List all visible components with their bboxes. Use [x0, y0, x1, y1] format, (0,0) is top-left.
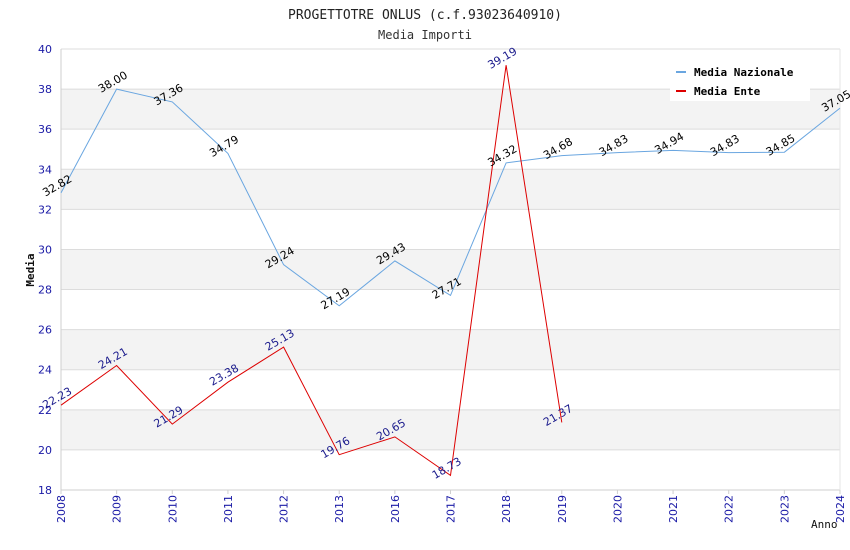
legend: Media Nazionale Media Ente	[670, 61, 810, 101]
grid-bands	[61, 89, 840, 450]
y-tick-label: 18	[38, 484, 52, 497]
x-tick-labels: 2008 2009 2010 2011 2012 2013 2016 2017 2018 2019…	[55, 490, 847, 523]
y-tick-label: 24	[38, 364, 52, 377]
legend-label: Media Nazionale	[694, 66, 794, 79]
x-tick-label: 2008	[55, 495, 68, 523]
x-tick-label: 2017	[445, 495, 458, 523]
data-label: 34.68	[541, 135, 575, 162]
x-tick-label: 2013	[333, 495, 346, 523]
data-label: 22.23	[40, 385, 74, 412]
x-tick-label: 2023	[778, 495, 791, 523]
chart-subtitle: Media Importi	[378, 28, 472, 42]
legend-box	[670, 61, 810, 101]
series-line-media-nazionale	[60, 88, 841, 307]
x-tick-label: 2012	[278, 495, 291, 523]
y-tick-label: 34	[38, 163, 52, 176]
grid-band	[61, 249, 840, 290]
data-label: 34.94	[652, 130, 686, 157]
data-label: 34.32	[486, 142, 520, 169]
y-tick-label: 36	[38, 123, 52, 136]
data-label: 34.85	[764, 132, 798, 159]
data-label: 34.83	[597, 132, 631, 159]
legend-label: Media Ente	[694, 85, 761, 98]
y-tick-label: 20	[38, 444, 52, 457]
x-tick-label: 2016	[389, 495, 402, 523]
x-tick-label: 2010	[166, 495, 179, 523]
x-axis-label: Anno	[811, 518, 838, 531]
data-label: 18.73	[430, 455, 464, 482]
y-axis-label: Media	[24, 253, 37, 286]
grid-band	[61, 169, 840, 210]
x-tick-label: 2018	[500, 495, 513, 523]
y-tick-label: 32	[38, 203, 52, 216]
series-lines	[60, 65, 841, 477]
x-tick-label: 2024	[834, 495, 847, 523]
grid-lines	[61, 48, 840, 491]
x-tick-label: 2009	[111, 495, 124, 523]
x-tick-label: 2011	[222, 495, 235, 523]
y-tick-label: 40	[38, 43, 52, 56]
data-label: 34.79	[207, 133, 241, 160]
data-label: 34.83	[708, 132, 742, 159]
series-line-media-ente	[60, 65, 563, 477]
chart-title: PROGETTOTRE ONLUS (c.f.93023640910)	[288, 8, 562, 23]
y-tick-label: 22	[38, 404, 52, 417]
grid-band	[61, 409, 840, 450]
y-tick-label: 30	[38, 243, 52, 256]
x-tick-label: 2021	[667, 495, 680, 523]
x-tick-label: 2019	[556, 495, 569, 523]
y-tick-label: 26	[38, 324, 52, 337]
grid-band	[61, 329, 840, 370]
y-tick-label: 38	[38, 83, 52, 96]
y-tick-label: 28	[38, 284, 52, 297]
x-tick-label: 2022	[723, 495, 736, 523]
y-tick-labels: 18 20 22 24 26 28 30 32 34 36 38 40	[38, 43, 52, 497]
x-tick-label: 2020	[611, 495, 624, 523]
